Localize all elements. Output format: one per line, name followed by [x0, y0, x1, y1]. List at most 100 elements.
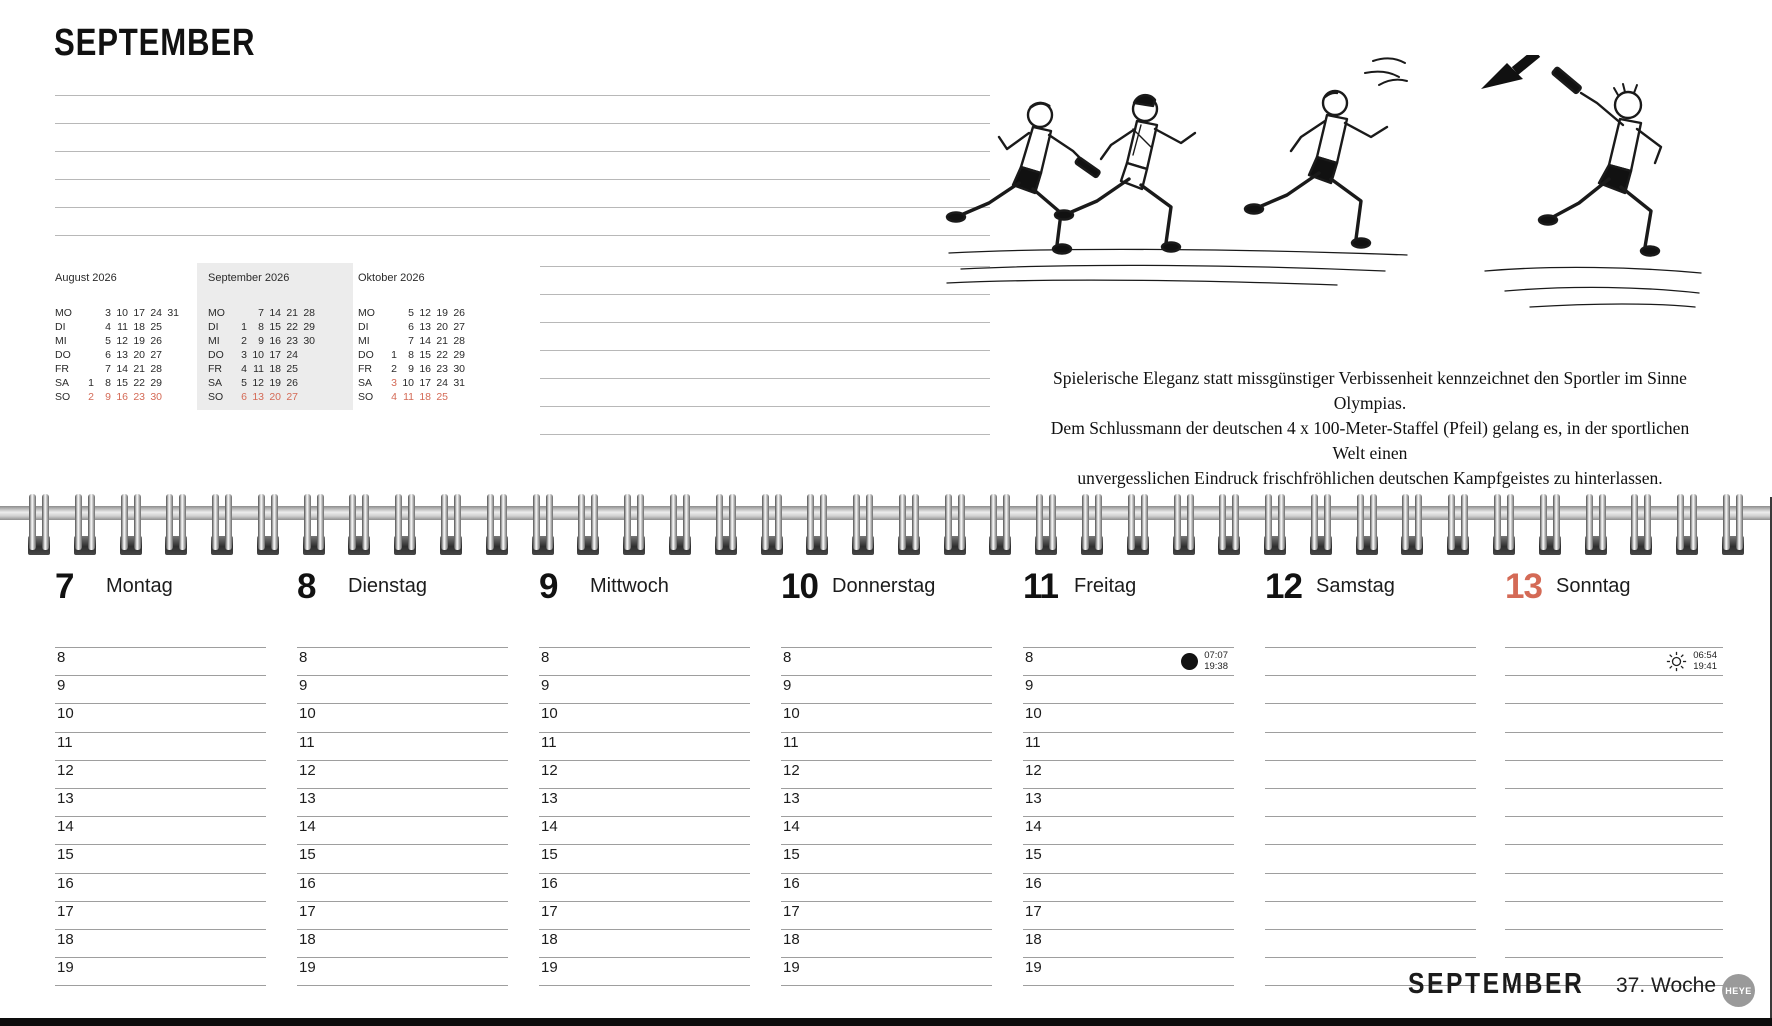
- binding-wire: [578, 494, 586, 550]
- hour-label: 8: [1025, 649, 1034, 666]
- hour-label: 15: [541, 846, 558, 864]
- hour-row: 13: [539, 789, 750, 818]
- binding-wire: [1140, 494, 1148, 550]
- mini-cal-day: [298, 376, 315, 390]
- mini-cal-day: 10: [402, 377, 414, 389]
- arrow-icon: [1481, 49, 1541, 89]
- spiral-loop: [484, 494, 510, 558]
- hour-label: 14: [541, 818, 558, 836]
- hour-label: 13: [1025, 789, 1042, 807]
- binding-wire: [944, 494, 952, 550]
- spiral-loop: [1720, 494, 1746, 558]
- hour-row: 17: [539, 902, 750, 930]
- mini-cal-day: [298, 362, 315, 376]
- mini-cal-day: 1: [241, 321, 247, 333]
- astro-info: 07:07 19:38: [1181, 650, 1228, 672]
- hour-row: 15: [539, 845, 750, 874]
- mini-cal-weekday-label: DO: [208, 349, 224, 361]
- hour-row: [1265, 874, 1476, 902]
- hour-row: 18: [539, 930, 750, 959]
- mini-cal-day: 15: [116, 377, 128, 389]
- binding-wire: [1356, 494, 1364, 550]
- hour-row: 18: [297, 930, 508, 959]
- footer-week-label: 37. Woche: [1616, 974, 1717, 997]
- day-name: Mittwoch: [590, 575, 669, 597]
- day-name: Samstag: [1316, 575, 1395, 597]
- hour-label: 17: [1025, 902, 1042, 920]
- mini-cal-day: 4: [105, 321, 111, 333]
- mini-cal-day: 17: [419, 377, 431, 389]
- binding-wire: [774, 494, 782, 550]
- hour-label: 18: [299, 930, 316, 948]
- hour-label: 12: [1025, 761, 1042, 779]
- binding-wire: [408, 494, 416, 550]
- mini-cal-day: 5: [241, 377, 247, 389]
- hour-row: [1505, 817, 1723, 846]
- binding-wire: [1677, 494, 1685, 550]
- binding-wire: [866, 494, 874, 550]
- hour-row: [1265, 676, 1476, 705]
- mini-cal-day: 1: [391, 349, 397, 361]
- mini-cal-day: 18: [269, 363, 281, 375]
- mini-cal-day: [380, 306, 397, 320]
- binding-wire: [133, 494, 141, 550]
- hour-label: 18: [541, 930, 558, 948]
- hour-label: 12: [57, 761, 74, 779]
- mini-cal-day: 21: [286, 307, 298, 319]
- mini-cal-day: 3: [241, 349, 247, 361]
- binding-wire: [591, 494, 599, 550]
- mini-cal-day: 20: [436, 321, 448, 333]
- binding-wire: [898, 494, 906, 550]
- spiral-loop: [209, 494, 235, 558]
- hour-row: 13: [297, 789, 508, 818]
- heye-logo: HEYE: [1722, 974, 1755, 1007]
- binding-wire: [362, 494, 370, 550]
- mini-cal-weekday-label: DO: [358, 349, 374, 361]
- mini-cal-weekday-label: DO: [55, 349, 71, 361]
- mini-cal-day: 14: [269, 307, 281, 319]
- day-number: 10: [781, 567, 819, 606]
- binding-wire: [1049, 494, 1057, 550]
- hour-row: 11: [1023, 733, 1234, 761]
- hour-row: 12: [297, 761, 508, 789]
- hour-row: [1505, 761, 1723, 789]
- hour-row: 12: [1023, 761, 1234, 789]
- spiral-loop: [1445, 494, 1471, 558]
- hour-label: 18: [783, 930, 800, 948]
- hour-row: [1505, 958, 1723, 987]
- hour-row: [1265, 733, 1476, 761]
- mini-cal-day: 3: [391, 377, 397, 389]
- mini-cal-day: 26: [150, 335, 162, 347]
- mini-cal-day: 23: [436, 363, 448, 375]
- mini-cal-day: 31: [453, 377, 465, 389]
- hour-label: 14: [57, 818, 74, 836]
- hour-row: 19: [1023, 958, 1234, 987]
- spiral-loop: [804, 494, 830, 558]
- mini-calendar: September 2026 MO 7 14 21 28 DI 1 8 15 22 29 MI 2 9 16 2…: [197, 263, 353, 410]
- binding-wire: [682, 494, 690, 550]
- mini-calendar-table: MO 5 12 19 26 DI 6 13 20 27 MI 7 14 21 28 DO 1 8 15 22 29 FR 2…: [358, 306, 465, 404]
- hour-row: 12: [539, 761, 750, 789]
- hour-label: 10: [299, 705, 316, 723]
- mini-cal-weekday-label: SO: [208, 391, 224, 403]
- mini-cal-day: 28: [150, 363, 162, 375]
- hour-row: 13: [55, 789, 266, 818]
- hour-label: 11: [541, 733, 557, 751]
- day-name: Donnerstag: [832, 575, 936, 597]
- astro-times: 07:07 19:38: [1204, 650, 1228, 672]
- mini-cal-day: 18: [419, 391, 431, 403]
- mini-cal-day: 18: [133, 321, 145, 333]
- hour-label: 9: [299, 677, 308, 695]
- hour-label: 15: [783, 846, 800, 864]
- hour-row: 15: [297, 845, 508, 874]
- binding-wire: [1552, 494, 1560, 550]
- hour-row: 15: [1023, 845, 1234, 874]
- hour-row: 8: [781, 648, 992, 677]
- mini-cal-weekday-label: SA: [55, 377, 70, 389]
- day-name: Freitag: [1074, 575, 1137, 597]
- hour-label: 10: [783, 705, 800, 723]
- mini-cal-day: [448, 390, 465, 404]
- mini-cal-day: 17: [269, 349, 281, 361]
- hour-label: 17: [783, 902, 800, 920]
- hour-row: 15: [55, 845, 266, 874]
